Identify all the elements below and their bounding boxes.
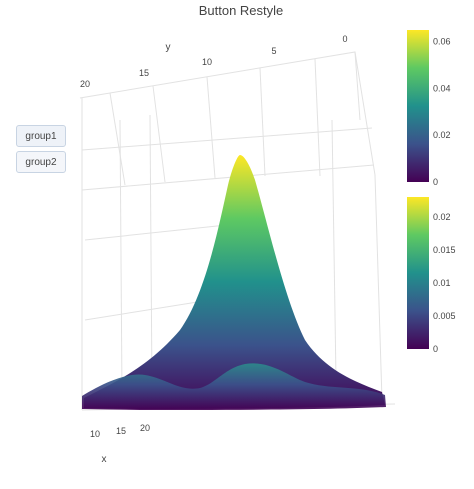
colorbar-group1: 0 0.02 0.04 0.06	[407, 30, 451, 187]
colorbar-tick-label: 0.06	[433, 37, 451, 47]
colorbar-tick-label: 0.01	[433, 278, 451, 288]
button-group2[interactable]: group2	[16, 151, 66, 173]
x-tick-label: 10	[90, 429, 100, 439]
colorbar-tick-label: 0.04	[433, 83, 451, 93]
y-tick-label: 0	[342, 34, 347, 44]
y-tick-label: 20	[80, 79, 90, 89]
y-tick-label: 5	[271, 46, 276, 56]
colorbar-group2-bar	[407, 197, 429, 349]
colorbar-tick-label: 0	[433, 177, 438, 187]
button-group1[interactable]: group1	[16, 125, 66, 147]
colorbar-tick-label: 0.015	[433, 245, 456, 255]
chart-title: Button Restyle	[199, 3, 284, 18]
colorbar-group1-bar	[407, 30, 429, 182]
x-axis-title: x	[102, 454, 107, 465]
y-tick-label: 15	[139, 68, 149, 78]
colorbar-tick-label: 0	[433, 344, 438, 354]
y-axis-title: y	[166, 42, 171, 53]
x-tick-label: 15	[116, 426, 126, 436]
x-tick-label: 20	[140, 423, 150, 433]
surface-group1	[84, 155, 385, 409]
surface-group2	[82, 363, 386, 410]
colorbar-group2: 0 0.005 0.01 0.015 0.02	[407, 197, 456, 354]
y-tick-label: 10	[202, 57, 212, 67]
colorbar-tick-label: 0.02	[433, 212, 451, 222]
scene-grid	[79, 51, 396, 411]
colorbar-tick-label: 0.02	[433, 130, 451, 140]
colorbar-tick-label: 0.005	[433, 311, 456, 321]
